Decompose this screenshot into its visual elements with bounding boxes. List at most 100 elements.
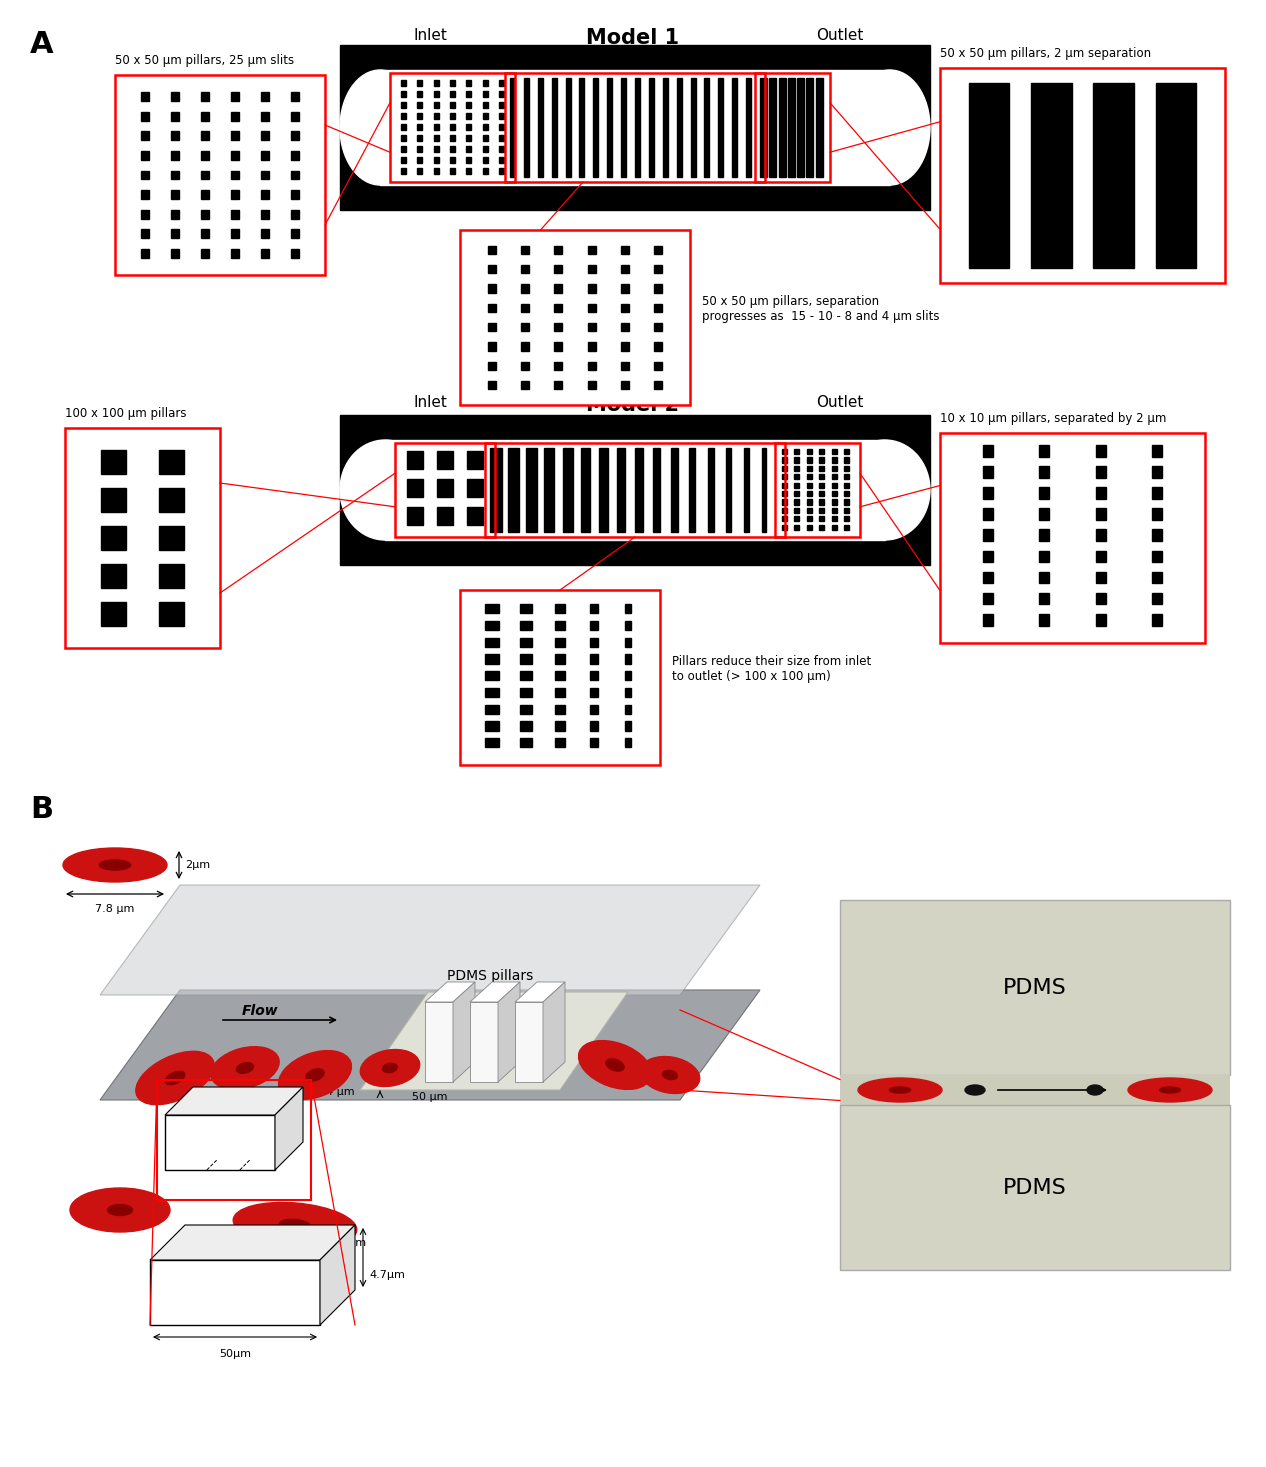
Bar	[939, 67, 1225, 283]
Bar	[141, 191, 149, 200]
Bar	[520, 722, 532, 731]
Ellipse shape	[279, 1050, 352, 1099]
Bar	[171, 229, 180, 238]
Bar	[433, 81, 438, 87]
Bar	[141, 170, 149, 179]
Bar	[555, 722, 565, 731]
Bar	[794, 516, 799, 521]
Bar	[819, 449, 824, 455]
Bar	[832, 508, 837, 513]
Bar	[230, 151, 239, 160]
Bar	[449, 169, 454, 175]
Bar	[562, 447, 572, 533]
Ellipse shape	[579, 1040, 652, 1090]
Bar	[160, 525, 184, 550]
Bar	[417, 81, 422, 87]
Text: B: B	[30, 795, 53, 824]
Ellipse shape	[233, 1203, 357, 1247]
Bar	[775, 443, 860, 537]
Bar	[520, 638, 532, 647]
Bar	[620, 381, 629, 389]
Text: 2μm: 2μm	[185, 860, 210, 870]
Bar	[968, 84, 1009, 268]
Ellipse shape	[965, 1086, 985, 1094]
Bar	[555, 670, 565, 681]
Bar	[1152, 613, 1162, 625]
Bar	[1031, 84, 1071, 268]
Bar	[841, 1105, 1231, 1270]
Bar	[649, 78, 653, 178]
Bar	[781, 474, 786, 480]
Bar	[390, 73, 515, 182]
Bar	[655, 381, 662, 389]
Bar	[520, 704, 532, 714]
Bar	[499, 81, 504, 87]
Bar	[794, 499, 799, 505]
Bar	[261, 132, 270, 141]
Bar	[625, 670, 630, 681]
Bar	[587, 304, 596, 312]
Text: 10 x 10 μm pillars, separated by 2 μm: 10 x 10 μm pillars, separated by 2 μm	[939, 412, 1166, 425]
Bar	[620, 266, 629, 273]
Polygon shape	[149, 1260, 320, 1325]
Bar	[587, 381, 596, 389]
Bar	[401, 147, 405, 153]
Bar	[385, 440, 885, 540]
Polygon shape	[425, 981, 475, 1002]
Bar	[806, 474, 812, 480]
Ellipse shape	[341, 440, 430, 540]
Bar	[433, 113, 438, 119]
Bar	[291, 132, 299, 141]
Bar	[1152, 550, 1162, 562]
Polygon shape	[275, 1087, 303, 1171]
Bar	[555, 704, 565, 714]
Bar	[171, 92, 180, 101]
Bar	[841, 899, 1231, 1075]
Bar	[760, 78, 767, 178]
Bar	[832, 525, 837, 530]
Bar	[460, 230, 690, 405]
Bar	[482, 125, 487, 131]
Bar	[101, 563, 127, 588]
Text: 50 μm: 50 μm	[413, 1091, 448, 1102]
Bar	[655, 266, 662, 273]
Ellipse shape	[70, 1188, 170, 1232]
Bar	[806, 525, 812, 530]
Ellipse shape	[662, 1071, 677, 1080]
Bar	[200, 151, 209, 160]
Bar	[798, 78, 804, 178]
Bar	[587, 362, 596, 370]
Bar	[160, 601, 184, 626]
Bar	[449, 147, 454, 153]
Bar	[1095, 593, 1105, 604]
Bar	[406, 480, 423, 496]
Text: 50 x 50 μm pillars, 25 μm slits: 50 x 50 μm pillars, 25 μm slits	[115, 54, 294, 67]
Bar	[620, 304, 629, 312]
Bar	[200, 111, 209, 120]
Bar	[819, 516, 824, 521]
Bar	[171, 151, 180, 160]
Bar	[115, 75, 325, 274]
Bar	[499, 103, 504, 109]
Bar	[485, 604, 499, 613]
Bar	[261, 229, 270, 238]
Bar	[655, 362, 662, 370]
Bar	[984, 593, 993, 604]
Bar	[449, 91, 454, 97]
Bar	[141, 229, 149, 238]
Bar	[433, 91, 438, 97]
Bar	[466, 125, 471, 131]
Ellipse shape	[211, 1046, 280, 1090]
Bar	[590, 738, 598, 748]
Bar	[524, 78, 529, 178]
Bar	[832, 499, 837, 505]
Bar	[555, 688, 565, 697]
Bar	[101, 487, 127, 512]
Bar	[794, 467, 799, 471]
Bar	[171, 132, 180, 141]
Bar	[832, 491, 837, 496]
Bar	[157, 1080, 311, 1200]
Bar	[794, 525, 799, 530]
Bar	[401, 103, 405, 109]
Bar	[487, 362, 496, 370]
